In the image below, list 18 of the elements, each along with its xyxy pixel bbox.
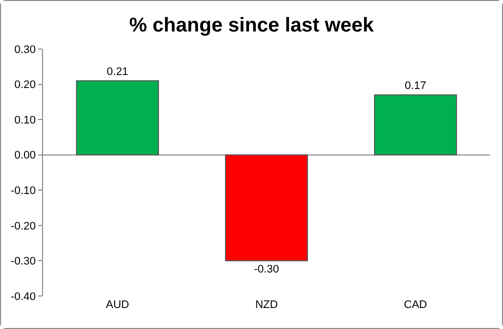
y-tick-label: 0.30 xyxy=(14,44,36,56)
y-tick-label: 0.20 xyxy=(14,79,36,92)
x-tick-label: AUD xyxy=(106,299,130,311)
chart-title: % change since last week xyxy=(129,14,375,36)
data-label: 0.17 xyxy=(404,80,426,92)
y-tick-label: -0.10 xyxy=(10,184,36,197)
data-label: 0.21 xyxy=(106,66,128,78)
y-tick-label: -0.30 xyxy=(10,256,36,268)
x-tick-label: CAD xyxy=(404,299,428,311)
y-tick-label: -0.20 xyxy=(10,220,36,232)
y-tick-label: 0.10 xyxy=(14,114,36,126)
bar xyxy=(225,154,308,262)
x-tick-label: NZD xyxy=(255,299,278,311)
y-tick-label: -0.40 xyxy=(10,290,36,303)
bar xyxy=(374,94,457,156)
data-label: -0.30 xyxy=(254,264,280,276)
y-tick-label: 0.00 xyxy=(14,150,36,162)
bar xyxy=(76,80,159,156)
